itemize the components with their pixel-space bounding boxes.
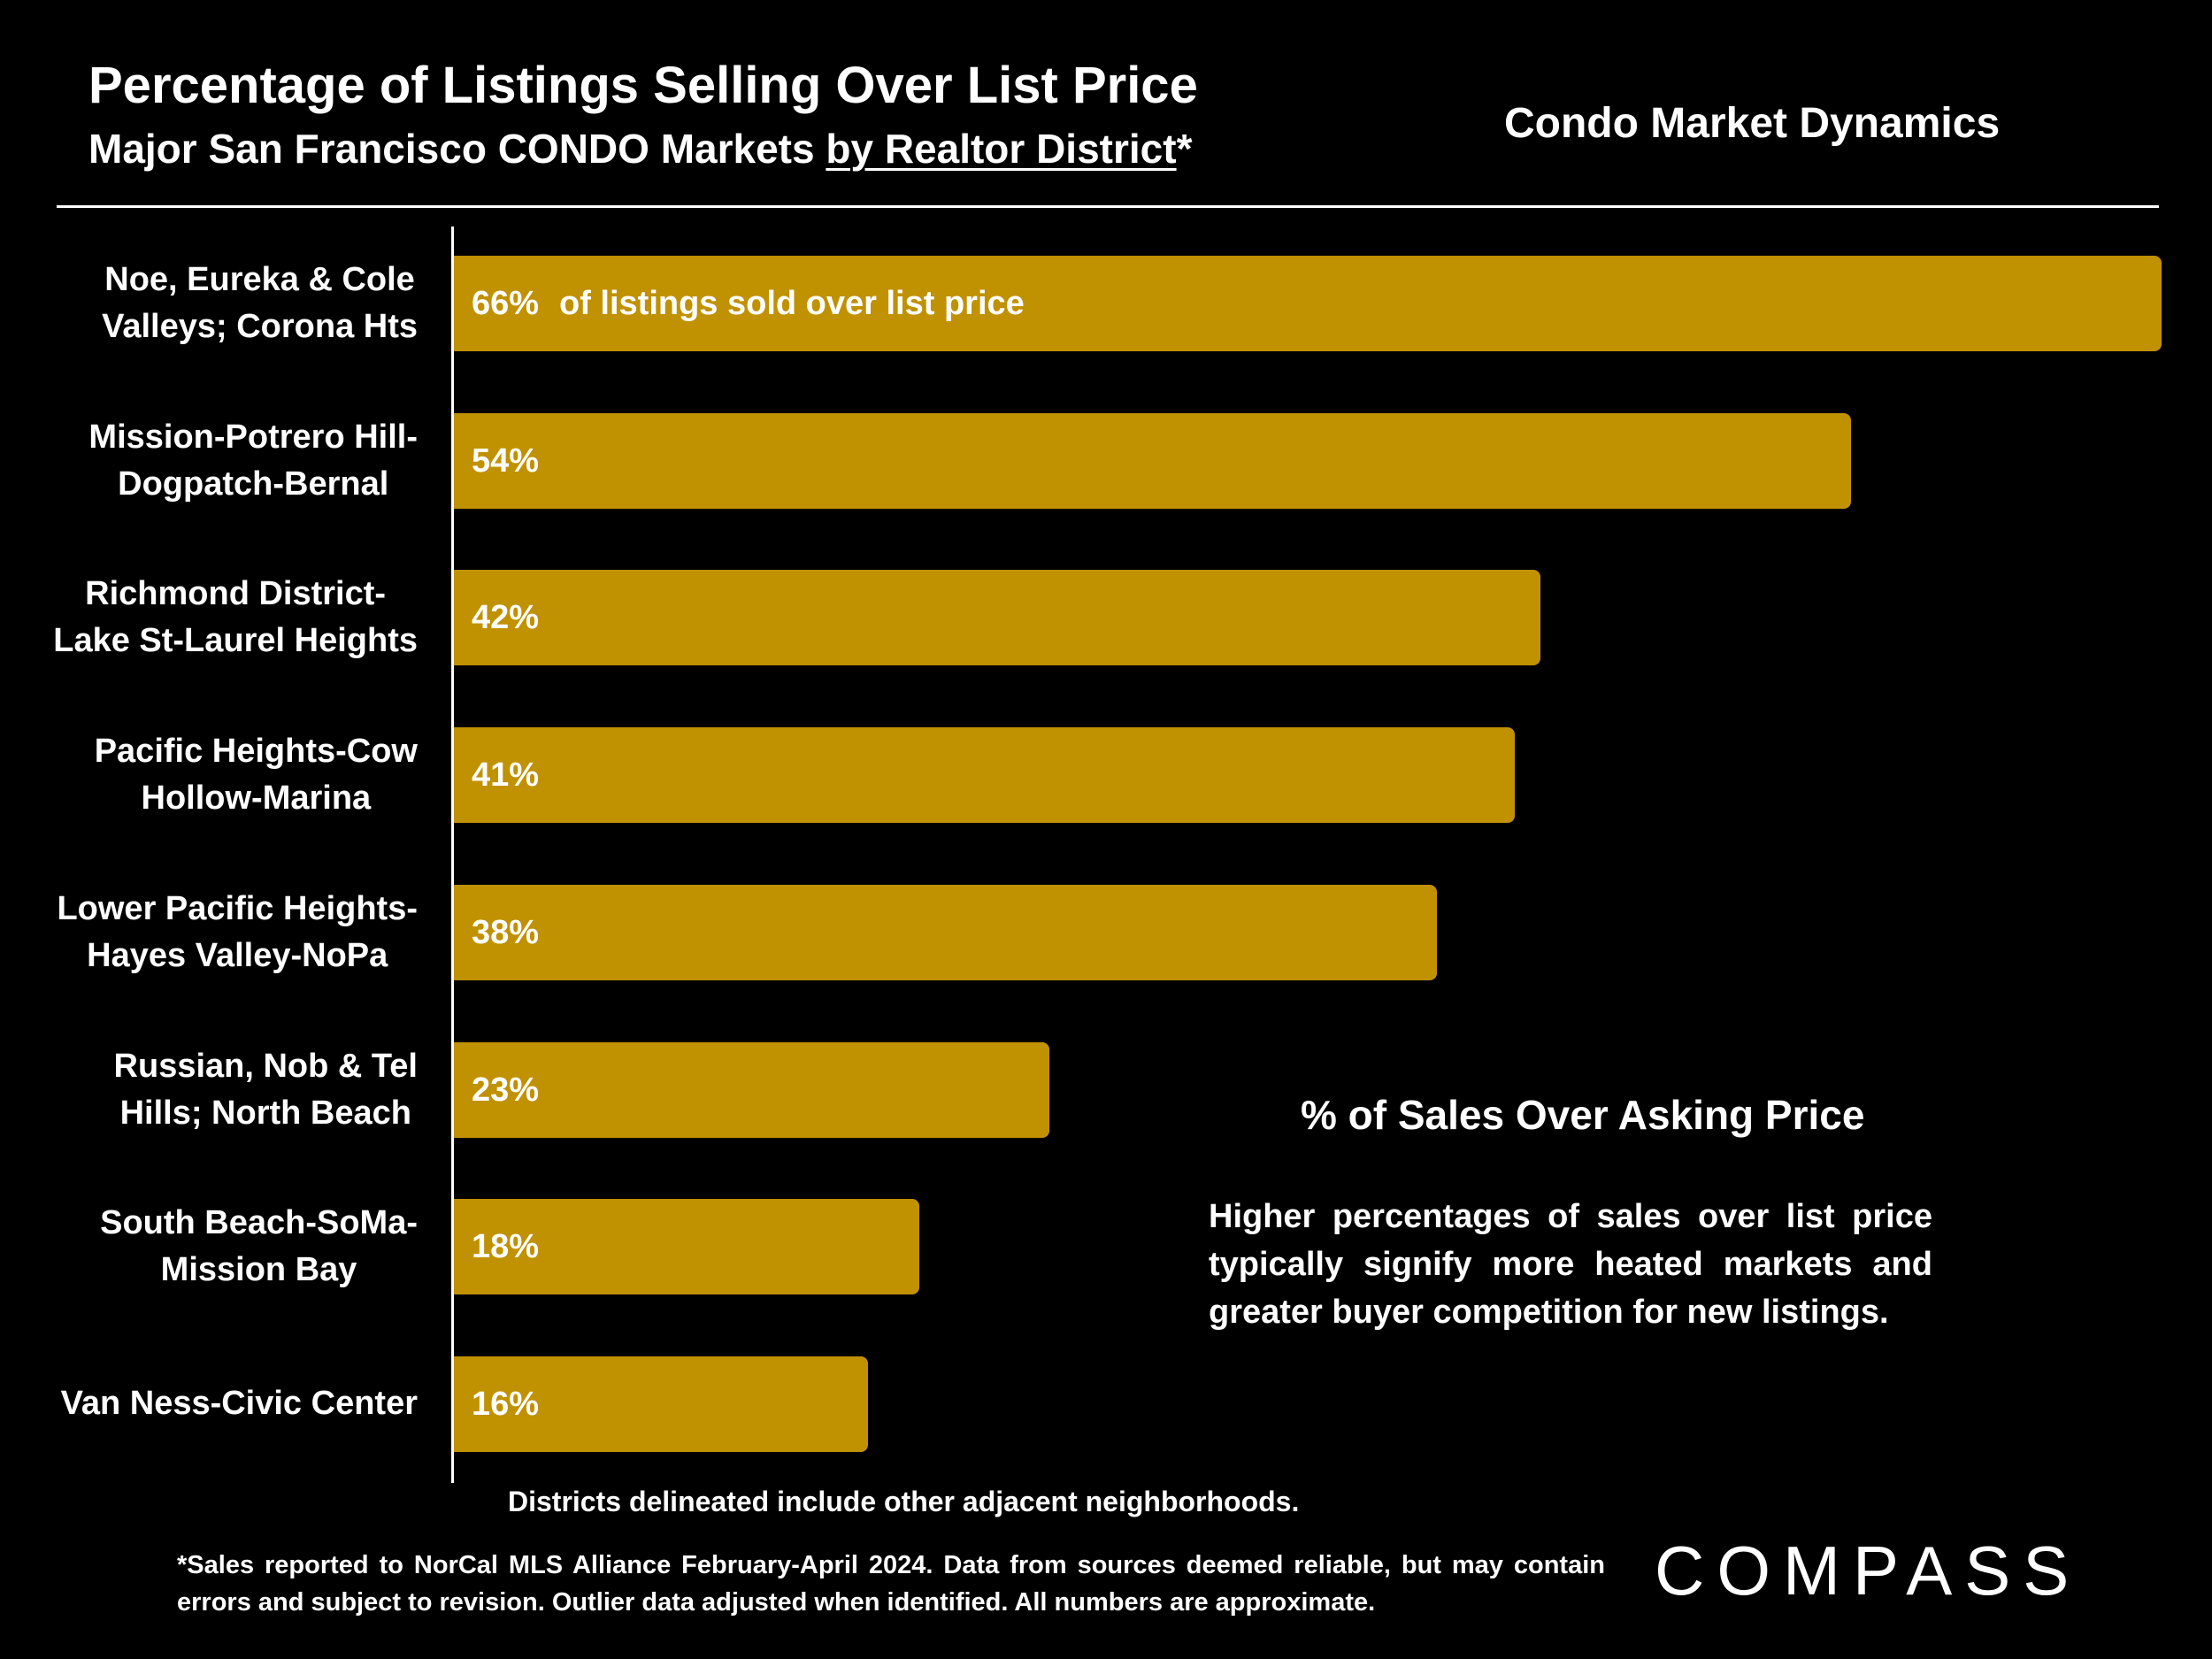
category-label-line: Hills; North Beach xyxy=(119,1094,411,1132)
category-label: South Beach-SoMa- Mission Bay xyxy=(100,1200,418,1294)
category-label: Lower Pacific Heights- Hayes Valley-NoPa xyxy=(57,886,418,979)
bar-value-label: 16% xyxy=(472,1385,540,1423)
subtitle-prefix: Major San Francisco CONDO Markets xyxy=(88,126,826,172)
y-axis-line xyxy=(451,227,454,1483)
category-label-line: Hollow-Marina xyxy=(141,780,372,818)
source-footnote: *Sales reported to NorCal MLS Alliance F… xyxy=(177,1551,1605,1617)
bar-value-label: 41% xyxy=(472,757,540,795)
compass-logo-text: COMPASS xyxy=(1655,1532,2081,1609)
category-label-line: Lower Pacific Heights- xyxy=(57,889,418,927)
category-label: Noe, Eureka & Cole Valleys; Corona Hts xyxy=(102,257,418,350)
bar-value-label: 38% xyxy=(472,913,540,951)
bar-value-label: 54% xyxy=(472,442,540,480)
category-label-line: Mission Bay xyxy=(160,1251,357,1289)
category-label-line: Valleys; Corona Hts xyxy=(102,308,418,345)
subtitle-underlined: by Realtor District xyxy=(826,126,1177,172)
category-label-line: Noe, Eureka & Cole xyxy=(104,261,415,298)
bar xyxy=(454,1199,920,1295)
annotation-heading: % of Sales Over Asking Price xyxy=(1301,1092,1865,1138)
category-label-line: South Beach-SoMa- xyxy=(100,1204,418,1242)
category-label: Van Ness-Civic Center xyxy=(61,1380,418,1427)
category-label: Mission-Potrero Hill- Dogpatch-Bernal xyxy=(88,414,418,508)
chart-title: Percentage of Listings Selling Over List… xyxy=(88,57,1198,114)
category-label-line: Richmond District- xyxy=(85,575,387,613)
bar xyxy=(454,727,1515,824)
bar-value-label: 23% xyxy=(472,1071,540,1109)
section-title: Condo Market Dynamics xyxy=(1504,100,2001,147)
subtitle-suffix: * xyxy=(1176,126,1193,172)
category-label-line: Lake St-Laurel Heights xyxy=(53,622,418,660)
bar-annotation: of listings sold over list price xyxy=(559,285,1025,322)
header-divider xyxy=(57,205,2159,208)
category-label-line: Pacific Heights-Cow xyxy=(94,733,418,771)
districts-note: Districts delineated include other adjac… xyxy=(508,1486,1300,1517)
bar-value-label: 18% xyxy=(472,1228,540,1266)
bar xyxy=(454,1041,1049,1138)
category-label-line: Dogpatch-Bernal xyxy=(118,465,389,503)
bar xyxy=(454,884,1438,980)
category-label: Pacific Heights-Cow Hollow-Marina xyxy=(95,728,418,822)
category-label-line: Hayes Valley-NoPa xyxy=(87,936,388,974)
bar-value-label: 42% xyxy=(472,599,540,637)
compass-logo: COMPASS xyxy=(1655,1532,2081,1609)
category-label-line: Van Ness-Civic Center xyxy=(60,1385,418,1423)
chart-subtitle: Major San Francisco CONDO Markets by Rea… xyxy=(88,122,1192,175)
category-label-line: Mission-Potrero Hill- xyxy=(88,418,418,456)
annotation-text: Higher percentages of sales over list pr… xyxy=(1209,1198,1932,1331)
bar xyxy=(454,1356,868,1452)
category-label: Richmond District- Lake St-Laurel Heights xyxy=(53,571,418,664)
bar xyxy=(454,570,1541,666)
bar xyxy=(454,412,1852,509)
category-label: Russian, Nob & Tel Hills; North Beach xyxy=(114,1043,418,1137)
category-label-line: Russian, Nob & Tel xyxy=(113,1047,418,1085)
bar-value-label: 66% xyxy=(472,285,540,322)
bar xyxy=(454,256,2162,351)
